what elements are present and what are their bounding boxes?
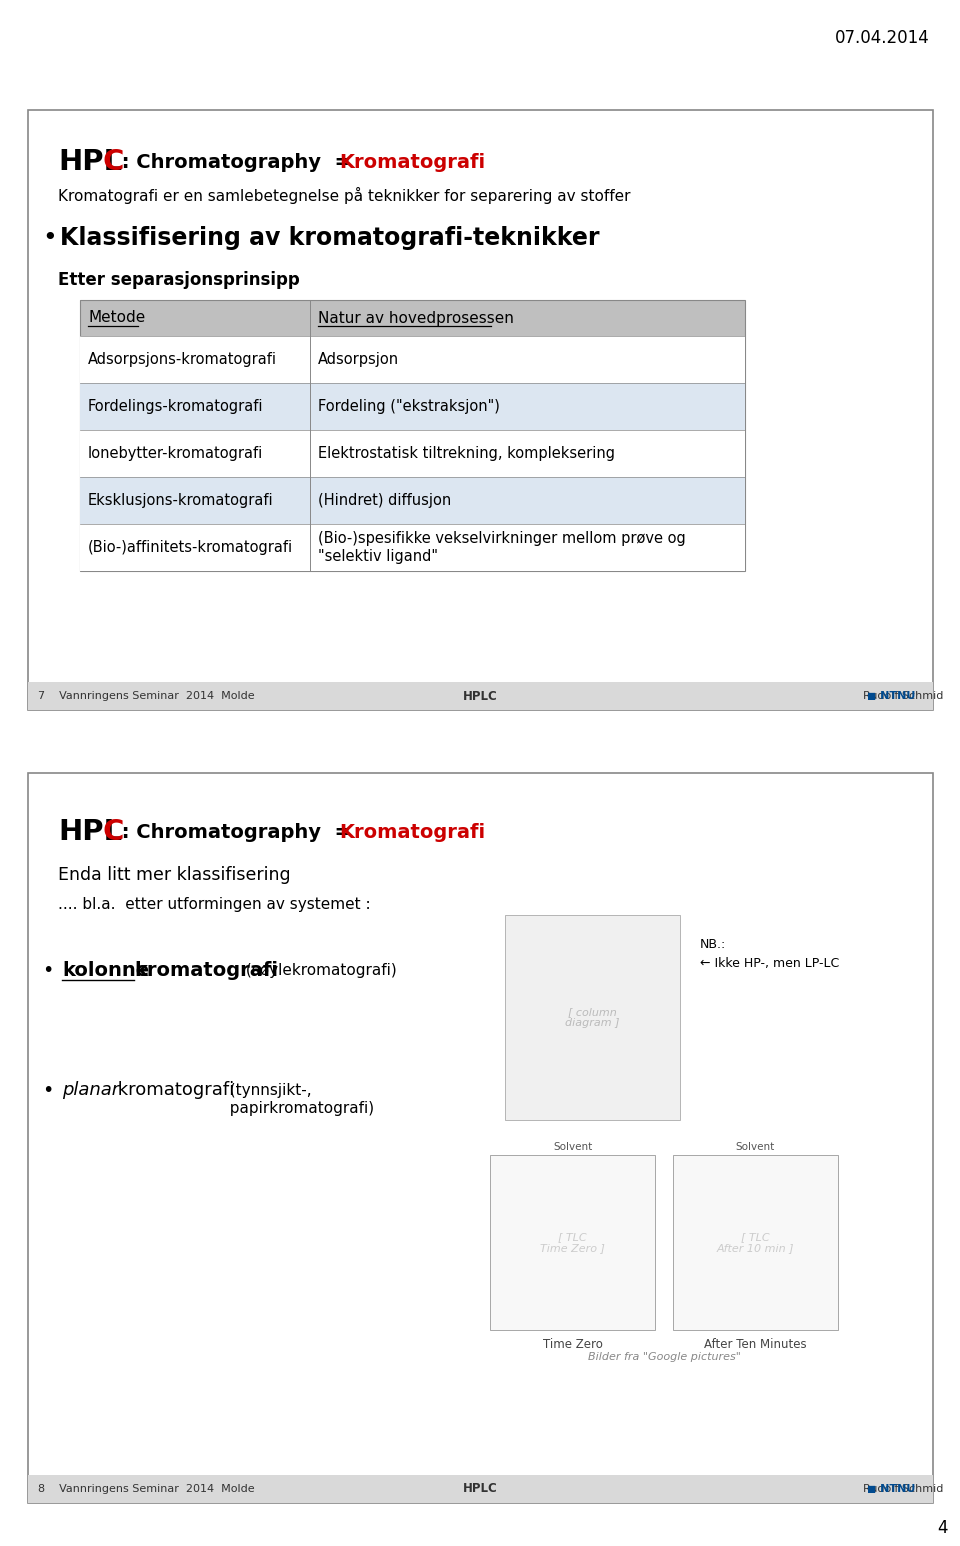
Text: 4: 4 [938, 1520, 948, 1537]
Bar [28, 682, 933, 710]
Bar [80, 383, 745, 430]
Text: HPLC: HPLC [463, 1483, 498, 1495]
Text: Kromatografi: Kromatografi [339, 153, 485, 172]
Text: [ TLC
Time Zero ]: [ TLC Time Zero ] [540, 1232, 605, 1254]
Text: Natur av hovedprosessen: Natur av hovedprosessen [318, 311, 514, 326]
Text: 7    Vannringens Seminar  2014  Molde: 7 Vannringens Seminar 2014 Molde [38, 691, 254, 700]
Text: Fordelings-kromatografi: Fordelings-kromatografi [88, 399, 263, 414]
Text: : Chromatography  =: : Chromatography = [115, 822, 365, 841]
Text: Fordeling ("ekstraksjon"): Fordeling ("ekstraksjon") [318, 399, 500, 414]
Text: Bilder fra "Google pictures": Bilder fra "Google pictures" [588, 1353, 740, 1362]
Text: •: • [42, 960, 54, 980]
Bar [28, 110, 933, 710]
Text: Time Zero: Time Zero [542, 1337, 603, 1351]
Text: Solvent: Solvent [736, 1142, 775, 1152]
Text: "selektiv ligand": "selektiv ligand" [318, 549, 438, 564]
Text: ← Ikke HP-, men LP-LC: ← Ikke HP-, men LP-LC [700, 957, 839, 969]
Text: Rudolf Schmid: Rudolf Schmid [863, 691, 944, 700]
Bar [28, 1475, 933, 1503]
Bar [80, 335, 745, 383]
Text: 07.04.2014: 07.04.2014 [835, 29, 930, 46]
Text: Etter separasjonsprinsipp: Etter separasjonsprinsipp [58, 271, 300, 289]
Text: (Bio-)affinitets-kromatografi: (Bio-)affinitets-kromatografi [88, 540, 293, 555]
Bar [490, 1155, 655, 1330]
Bar [80, 524, 745, 570]
Text: •: • [42, 226, 57, 250]
Text: papirkromatografi): papirkromatografi) [220, 1101, 374, 1116]
Text: HPL: HPL [58, 818, 122, 846]
Text: Elektrostatisk tiltrekning, kompleksering: Elektrostatisk tiltrekning, komplekserin… [318, 445, 615, 461]
Bar [673, 1155, 838, 1330]
Text: HPLC: HPLC [463, 690, 498, 702]
Bar [80, 478, 745, 524]
Text: Adsorpsjon: Adsorpsjon [318, 352, 399, 366]
Text: Solvent: Solvent [553, 1142, 592, 1152]
Text: HPL: HPL [58, 148, 122, 176]
Bar [28, 773, 933, 1503]
Text: (Hindret) diffusjon: (Hindret) diffusjon [318, 493, 451, 509]
Text: kromatografi: kromatografi [112, 1081, 234, 1099]
Text: Metode: Metode [88, 311, 145, 326]
Text: Kromatografi er en samlebetegnelse på teknikker for separering av stoffer: Kromatografi er en samlebetegnelse på te… [58, 187, 631, 204]
Text: Enda litt mer klassifisering: Enda litt mer klassifisering [58, 866, 291, 884]
Text: C: C [102, 148, 124, 176]
Bar [505, 915, 680, 1119]
Text: ◼ NTNU: ◼ NTNU [867, 691, 915, 700]
Text: Ionebytter-kromatografi: Ionebytter-kromatografi [88, 445, 263, 461]
Text: : Chromatography  =: : Chromatography = [115, 153, 365, 172]
Text: (søylekromatografi): (søylekromatografi) [241, 963, 396, 977]
Text: kromatografi: kromatografi [134, 960, 278, 980]
Text: Eksklusjons-kromatografi: Eksklusjons-kromatografi [88, 493, 274, 509]
Text: (Bio-)spesifikke vekselvirkninger mellom prøve og: (Bio-)spesifikke vekselvirkninger mellom… [318, 530, 685, 546]
Text: Rudolf Schmid: Rudolf Schmid [863, 1484, 944, 1493]
Bar [80, 300, 745, 570]
Text: kolonne: kolonne [62, 960, 149, 980]
Text: •: • [42, 1081, 54, 1099]
Text: C: C [102, 818, 124, 846]
Text: (tynnsjikt-,: (tynnsjikt-, [220, 1082, 312, 1098]
Text: [ TLC
After 10 min ]: [ TLC After 10 min ] [717, 1232, 794, 1254]
Bar [80, 300, 745, 335]
Text: ◼ NTNU: ◼ NTNU [867, 1484, 915, 1493]
Text: planar: planar [62, 1081, 119, 1099]
Text: .... bl.a.  etter utformingen av systemet :: .... bl.a. etter utformingen av systemet… [58, 898, 371, 912]
Text: [ column
diagram ]: [ column diagram ] [565, 1006, 620, 1028]
Text: After Ten Minutes: After Ten Minutes [705, 1337, 806, 1351]
Text: Adsorpsjons-kromatografi: Adsorpsjons-kromatografi [88, 352, 277, 366]
Text: Klassifisering av kromatografi-teknikker: Klassifisering av kromatografi-teknikker [60, 226, 599, 250]
Text: Kromatografi: Kromatografi [339, 822, 485, 841]
Text: NB.:: NB.: [700, 938, 727, 951]
Text: 8    Vannringens Seminar  2014  Molde: 8 Vannringens Seminar 2014 Molde [38, 1484, 254, 1493]
Bar [80, 430, 745, 478]
